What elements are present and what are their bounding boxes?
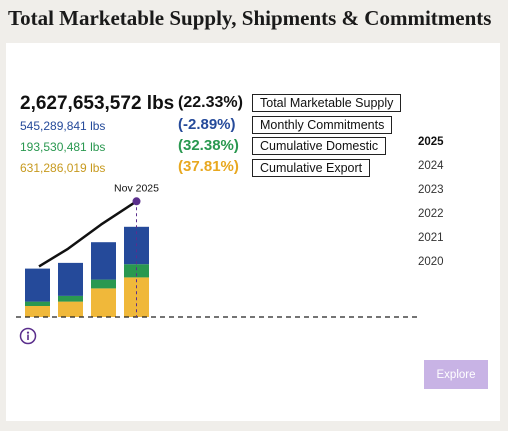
year-option-2020[interactable]: 2020 [418,256,444,268]
commitments-pct: (-2.89%) [178,116,236,133]
bar-segment-cumulative-domestic-3 [91,279,116,289]
domestic-value: 193,530,481 lbs [20,140,106,154]
chart-card: Nov 2025 2,627,653,572 lbs (22.33%) Tota… [6,43,500,421]
explore-button[interactable]: Explore [424,360,488,389]
bar-segment-cumulative-domestic-2 [58,295,83,302]
bar-segment-monthly-commitments-2 [58,262,83,296]
supply-chart: Nov 2025 [16,182,420,318]
year-option-2024[interactable]: 2024 [418,160,444,172]
bar-segment-cumulative-domestic-1 [25,301,50,306]
year-option-2023[interactable]: 2023 [418,184,444,196]
bar-segment-cumulative-export-2 [58,301,83,317]
supply-trend-line [38,200,138,268]
bar-segment-monthly-commitments-3 [91,242,116,280]
legend-monthly-commitments[interactable]: Monthly Commitments [252,116,393,134]
year-option-2022[interactable]: 2022 [418,208,444,220]
bars-layer [25,226,149,317]
commitments-value: 545,289,841 lbs [20,119,106,133]
legend-total-supply[interactable]: Total Marketable Supply [252,94,402,112]
legend-cumulative-export[interactable]: Cumulative Export [252,159,371,177]
current-month-marker [132,197,141,206]
total-supply-value: 2,627,653,572 lbs [20,93,175,114]
year-option-2025[interactable]: 2025 [418,136,444,148]
domestic-pct: (32.38%) [178,137,239,154]
bar-segment-cumulative-export-3 [91,288,116,317]
bar-segment-cumulative-export-1 [25,306,50,317]
export-value: 631,286,019 lbs [20,161,106,175]
bar-segment-cumulative-domestic-4 [124,264,149,278]
info-icon[interactable] [19,327,37,345]
marker-label: Nov 2025 [114,182,159,194]
year-option-2021[interactable]: 2021 [418,232,444,244]
page-title: Total Marketable Supply, Shipments & Com… [8,6,492,30]
total-supply-pct: (22.33%) [178,94,243,111]
export-pct: (37.81%) [178,158,239,175]
legend-cumulative-domestic[interactable]: Cumulative Domestic [252,137,387,155]
bar-segment-monthly-commitments-1 [25,268,50,302]
